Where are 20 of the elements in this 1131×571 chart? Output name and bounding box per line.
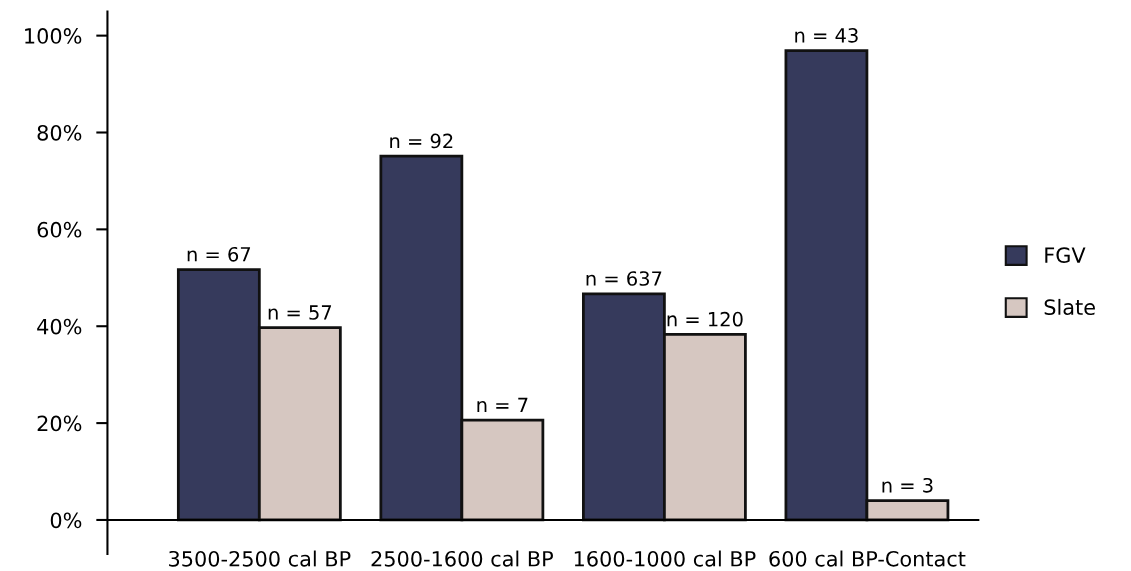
annotation: n = 67	[187, 246, 251, 262]
x-tick-label: 2500-1600 cal BP	[371, 550, 553, 567]
y-tick-label: 0%	[50, 512, 82, 529]
y-tick-label: 60%	[37, 221, 82, 238]
annotation: n = 57	[268, 305, 332, 320]
y-tick-label: 80%	[37, 124, 82, 141]
y-tick-label: 20%	[37, 415, 82, 432]
annotation: n = 120	[667, 311, 743, 327]
annotation: n = 637	[586, 271, 662, 286]
annotation: n = 92	[390, 133, 453, 149]
y-tick-label: 100%	[25, 28, 82, 44]
x-tick-label: 600 cal BP-Contact	[769, 550, 966, 567]
annotation: n = 7	[477, 397, 528, 412]
y-tick-label: 40%	[37, 318, 82, 335]
legend-label: Slate	[1044, 298, 1095, 316]
annotation: n = 3	[882, 477, 933, 493]
legend-label: FGV	[1045, 247, 1086, 263]
x-tick-label: 3500-2500 cal BP	[169, 550, 351, 567]
x-tick-label: 1600-1000 cal BP	[574, 550, 756, 567]
annotation: n = 43	[795, 28, 858, 43]
